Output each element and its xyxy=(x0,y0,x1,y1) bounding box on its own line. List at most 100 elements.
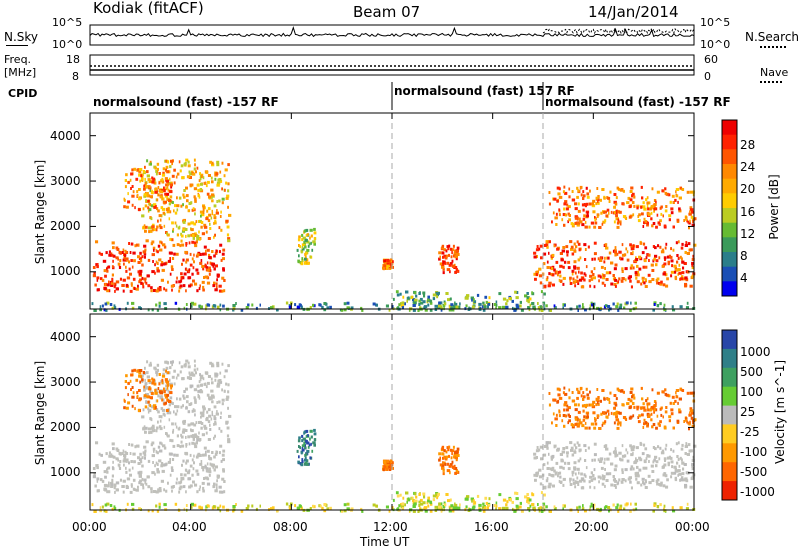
power-cell xyxy=(545,304,548,308)
velocity-cell xyxy=(622,403,625,407)
velocity-cell xyxy=(182,421,186,425)
power-cb-4: 4 xyxy=(740,271,748,285)
velocity-cell xyxy=(597,458,600,462)
power-cell xyxy=(558,208,561,212)
velocity-cell xyxy=(455,469,458,472)
power-cell xyxy=(484,295,488,299)
power-cell xyxy=(589,304,592,308)
velocity-cell xyxy=(149,430,153,434)
power-cell xyxy=(181,243,185,247)
power-cell xyxy=(670,259,674,263)
velocity-cell xyxy=(180,473,183,477)
velocity-cell xyxy=(303,462,307,466)
power-cell xyxy=(641,212,644,216)
power-cell xyxy=(101,278,105,282)
velocity-cell xyxy=(442,472,445,476)
velocity-cell xyxy=(189,373,192,377)
power-cell xyxy=(388,267,392,270)
velocity-cell xyxy=(470,497,474,501)
power-cell xyxy=(156,198,159,202)
power-cell xyxy=(518,304,522,308)
velocity-cb-label: Velocity [m s^-1] xyxy=(773,359,787,465)
velocity-cell xyxy=(488,497,491,501)
velocity-cell xyxy=(207,420,211,424)
velocity-cell xyxy=(240,509,244,513)
velocity-cell xyxy=(153,449,155,453)
velocity-cell xyxy=(191,409,194,413)
power-cell xyxy=(604,219,607,223)
velocity-cell xyxy=(124,458,128,462)
velocity-cell xyxy=(141,415,145,419)
power-cell xyxy=(498,292,502,296)
velocity-cell xyxy=(693,444,697,448)
velocity-cell xyxy=(161,374,166,378)
power-cell xyxy=(625,301,629,305)
power-cell xyxy=(618,210,622,214)
velocity-cell xyxy=(621,478,625,481)
velocity-cell xyxy=(647,414,651,418)
power-cell xyxy=(642,205,646,209)
power-cell xyxy=(597,200,599,204)
velocity-cell xyxy=(185,490,187,494)
velocity-cell xyxy=(198,505,202,509)
velocity-cell xyxy=(681,443,684,447)
power-cell xyxy=(186,175,191,179)
power-cell xyxy=(586,211,589,215)
power-cell xyxy=(150,242,153,246)
power-cell xyxy=(651,278,655,281)
power-cell xyxy=(191,257,194,261)
velocity-cell xyxy=(602,421,606,425)
power-cell xyxy=(382,267,385,271)
velocity-cell xyxy=(163,425,166,429)
power-cell xyxy=(572,223,575,226)
power-cell xyxy=(193,195,196,199)
velocity-cell xyxy=(686,391,690,395)
velocity-cell xyxy=(549,510,552,513)
power-cell xyxy=(546,276,549,280)
velocity-cell xyxy=(603,397,606,401)
velocity-cell xyxy=(561,419,564,423)
power-cell xyxy=(192,236,195,240)
velocity-cell xyxy=(591,458,594,462)
velocity-cell xyxy=(542,502,546,506)
velocity-cell xyxy=(106,470,109,474)
power-cell xyxy=(143,252,147,256)
velocity-cell xyxy=(447,448,450,452)
power-cell xyxy=(624,278,627,282)
velocity-cell xyxy=(126,502,129,506)
power-cell xyxy=(169,190,173,194)
velocity-cell xyxy=(198,396,201,400)
velocity-cell xyxy=(138,458,142,462)
power-cell xyxy=(584,225,588,229)
velocity-cell xyxy=(608,401,611,404)
power-cell xyxy=(487,302,491,306)
velocity-cell xyxy=(192,408,195,412)
power-cell xyxy=(642,201,645,205)
velocity-cell xyxy=(476,494,480,498)
power-cell xyxy=(196,234,200,238)
power-cell xyxy=(155,260,158,264)
velocity-cell xyxy=(646,405,649,409)
power-cell xyxy=(187,164,191,168)
velocity-cell xyxy=(482,502,485,506)
velocity-cell xyxy=(646,402,650,406)
velocity-cell xyxy=(111,442,115,446)
power-cell xyxy=(661,248,664,252)
velocity-cell xyxy=(557,472,560,475)
power-cell xyxy=(594,221,598,225)
velocity-cell xyxy=(548,473,551,477)
xtick-3: 12:00 xyxy=(373,520,408,534)
power-cell xyxy=(459,302,461,306)
velocity-cell xyxy=(214,422,217,426)
power-cell xyxy=(308,242,311,246)
power-cell xyxy=(596,187,599,190)
power-cell xyxy=(602,274,606,278)
power-cell xyxy=(553,304,556,308)
cpid-segment-2: normalsound (fast) 157 RF xyxy=(394,84,575,98)
power-cell xyxy=(675,241,678,245)
velocity-cell xyxy=(166,386,169,390)
velocity-cell xyxy=(141,477,144,481)
velocity-cell xyxy=(638,456,642,460)
power-cell xyxy=(155,205,157,208)
velocity-cell xyxy=(592,506,595,510)
